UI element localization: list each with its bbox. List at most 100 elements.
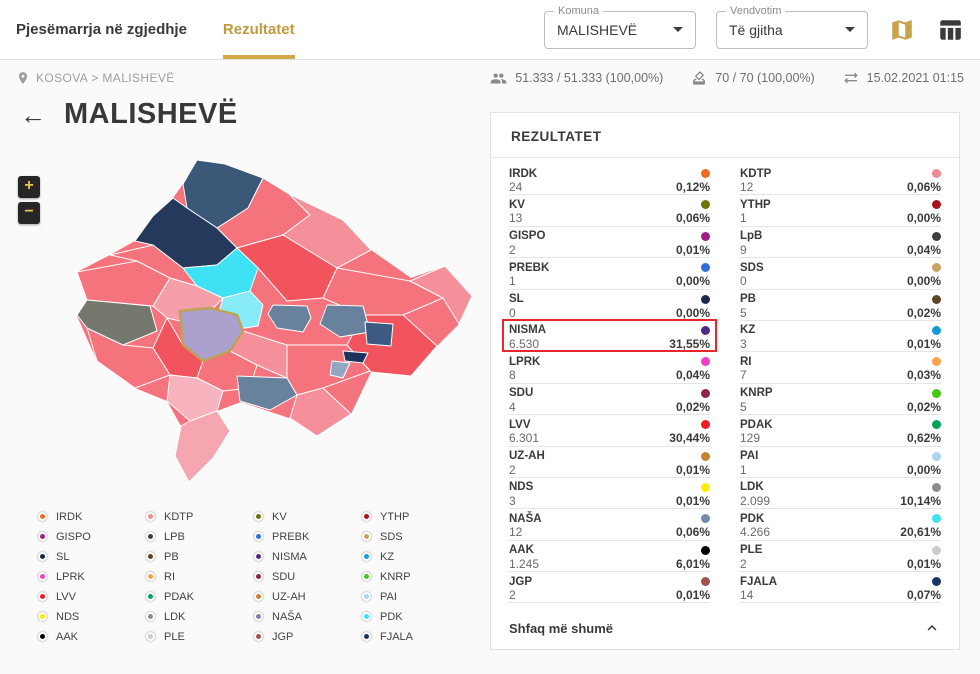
legend-color-dot: [38, 632, 47, 641]
party-percent: 0,04%: [675, 368, 710, 383]
legend-item: PDAK: [146, 588, 254, 605]
legend-item: KNRP: [362, 568, 470, 585]
legend-item: NISMA: [254, 548, 362, 565]
result-row: SDS 0 0,00%: [740, 258, 941, 290]
map-region[interactable]: [182, 159, 264, 229]
legend-color-dot: [146, 532, 155, 541]
zoom-in-button[interactable]: +: [18, 176, 40, 198]
party-votes: 1: [740, 462, 747, 477]
party-name: PDK: [740, 512, 765, 525]
legend-party-name: LPB: [164, 530, 185, 543]
legend-item: KDTP: [146, 508, 254, 525]
party-color-dot: [932, 263, 941, 273]
result-row-highlighted: NISMA 6.530 31,55%: [502, 318, 717, 353]
map-region-malisheve-highlighted[interactable]: [178, 306, 245, 363]
party-color-dot: [701, 294, 710, 304]
legend-party-name: SDS: [380, 530, 403, 543]
map-region[interactable]: [289, 387, 352, 437]
map-region[interactable]: [329, 360, 351, 379]
tab-pjesemarrja[interactable]: Pjesëmarrja në zgjedhje: [16, 21, 187, 38]
result-row: KDTP 12 0,06%: [740, 164, 941, 196]
legend-color-dot: [146, 512, 155, 521]
legend-color-dot: [362, 612, 371, 621]
result-row: PAI 1 0,00%: [740, 447, 941, 478]
legend-color-dot: [362, 572, 371, 581]
party-name: PAI: [740, 450, 759, 463]
result-row: NAŠA 12 0,06%: [509, 509, 710, 541]
legend-color-dot: [254, 592, 263, 601]
party-percent: 31,55%: [669, 336, 710, 351]
map-region[interactable]: [236, 375, 298, 411]
back-button[interactable]: ←: [20, 99, 46, 130]
party-color-dot: [932, 325, 941, 335]
party-votes: 5: [740, 305, 747, 320]
result-row: GISPO 2 0,01%: [509, 227, 710, 259]
map-region[interactable]: [182, 247, 259, 299]
party-color-dot: [932, 200, 941, 210]
tab-rezultatet[interactable]: Rezultatet: [222, 0, 295, 59]
party-name: NISMA: [509, 324, 547, 337]
location-pin-icon: [18, 72, 28, 84]
breadcrumb[interactable]: KOSOVA > MALISHEVË: [16, 71, 175, 85]
party-percent: 0,02%: [906, 305, 941, 320]
party-votes: 12: [509, 525, 523, 540]
map-region[interactable]: [174, 410, 231, 483]
legend-color-dot: [254, 532, 263, 541]
party-name: KDTP: [740, 167, 772, 180]
komuna-select[interactable]: Komuna MALISHEVË: [544, 4, 696, 49]
party-color-dot: [701, 263, 710, 273]
chevron-down-icon: [673, 27, 683, 32]
map-region[interactable]: [267, 304, 312, 333]
party-color-dot: [701, 325, 710, 335]
party-color-dot: [932, 169, 941, 178]
party-votes: 14: [740, 588, 754, 603]
map-region[interactable]: [319, 304, 371, 338]
header-filters: Komuna MALISHEVË Vendvotim Të gjitha: [544, 0, 964, 59]
show-more-button[interactable]: Shfaq më shumë: [491, 608, 959, 649]
party-percent: 6,01%: [675, 556, 710, 571]
table-view-button[interactable]: [936, 16, 964, 44]
party-name: UZ-AH: [509, 450, 545, 463]
party-color-dot: [701, 545, 710, 555]
legend-color-dot: [362, 552, 371, 561]
party-percent: 0,03%: [906, 368, 941, 383]
map-region[interactable]: [342, 350, 369, 364]
legend-color-dot: [38, 532, 47, 541]
map-region[interactable]: [409, 265, 473, 325]
party-name: GISPO: [509, 230, 546, 243]
kosovo-municipalities-map: [75, 156, 475, 508]
party-color-dot: [932, 451, 941, 461]
zoom-out-button[interactable]: −: [18, 202, 40, 224]
legend-color-dot: [38, 612, 47, 621]
legend-party-name: KNRP: [380, 570, 411, 583]
results-panel: REZULTATET IRDK 24 0,12% KDTP 12 0,06% KV 13 0,0…: [490, 112, 960, 650]
result-row: FJALA 14 0,07%: [740, 572, 941, 604]
legend-party-name: AAK: [56, 630, 79, 643]
result-row: PDK 4.266 20,61%: [740, 509, 941, 541]
stat-last-update-value: 15.02.2021 01:15: [866, 71, 964, 85]
legend-color-dot: [254, 552, 263, 561]
legend-color-dot: [362, 632, 371, 641]
legend-party-name: PLE: [164, 630, 185, 643]
party-color-dot: [701, 420, 710, 430]
legend-party-name: RI: [164, 570, 175, 583]
legend-party-name: PAI: [380, 590, 397, 603]
party-name: LDK: [740, 481, 764, 494]
result-row: KNRP 5 0,02%: [740, 384, 941, 416]
show-more-label: Shfaq më shumë: [509, 620, 614, 636]
result-row: PREBK 1 0,00%: [509, 258, 710, 290]
party-color-dot: [932, 231, 941, 241]
map-view-button[interactable]: [888, 16, 916, 44]
map-region[interactable]: [364, 321, 394, 347]
map-region[interactable]: [76, 299, 158, 346]
legend-color-dot: [362, 592, 371, 601]
party-votes: 13: [509, 211, 523, 226]
legend-item: PLE: [146, 628, 254, 645]
result-row: SL 0 0,00%: [509, 290, 710, 321]
legend-color-dot: [254, 512, 263, 521]
legend-item: PREBK: [254, 528, 362, 545]
sync-arrows-icon: [844, 72, 858, 84]
result-row: IRDK 24 0,12%: [509, 164, 710, 196]
legend-color-dot: [146, 592, 155, 601]
vendvotim-select[interactable]: Vendvotim Të gjitha: [716, 4, 868, 49]
